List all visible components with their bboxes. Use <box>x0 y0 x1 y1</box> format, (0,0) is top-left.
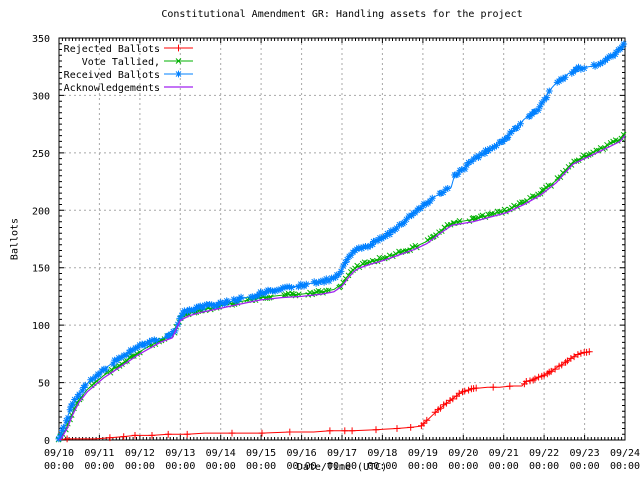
series-acknowledgements <box>58 135 626 441</box>
legend-entry-received-ballots: Received Ballots <box>64 70 193 81</box>
x-tick-time: 00:00 <box>327 461 357 472</box>
x-tick-time: 00:00 <box>448 461 478 472</box>
series-markers <box>63 348 593 443</box>
series-markers <box>55 40 628 443</box>
chart-title: Constitutional Amendment GR: Handling as… <box>161 9 523 20</box>
legend-label: Received Ballots <box>64 70 160 81</box>
x-tick-date: 09/18 <box>367 448 397 459</box>
series-rejected-ballots <box>58 348 593 443</box>
x-tick-time: 00:00 <box>165 461 195 472</box>
x-tick-date: 09/14 <box>206 448 236 459</box>
x-axis-label: Date/Time (UTC) <box>296 462 388 473</box>
series-line <box>58 42 626 441</box>
x-tick-time: 00:00 <box>125 461 155 472</box>
plot-border <box>58 37 626 441</box>
x-tick-date: 09/23 <box>570 448 600 459</box>
x-tick-date: 09/19 <box>408 448 438 459</box>
x-tick-date: 09/22 <box>529 448 559 459</box>
x-tick-date: 09/13 <box>165 448 195 459</box>
x-tick-date: 09/21 <box>489 448 519 459</box>
x-tick-date: 09/15 <box>246 448 276 459</box>
x-tick-time: 00:00 <box>408 461 438 472</box>
legend-label: Acknowledgements <box>64 83 160 94</box>
y-tick-label: 50 <box>38 379 50 390</box>
x-tick-date: 09/10 <box>44 448 74 459</box>
x-tick-date: 09/12 <box>125 448 155 459</box>
y-tick-label: 100 <box>32 321 50 332</box>
series-received-ballots <box>55 40 628 443</box>
legend-sample-marker <box>175 70 182 78</box>
x-tick-time: 00:00 <box>206 461 236 472</box>
legend-entry-rejected-ballots: Rejected Ballots <box>64 44 193 55</box>
y-tick-label: 350 <box>32 34 50 45</box>
y-tick-labels: 0 50 100 150 200 250 300 350 <box>32 34 50 447</box>
x-tick-time: 00:00 <box>610 461 640 472</box>
gridlines <box>59 38 625 440</box>
legend: Rejected Ballots Vote Tallied, Received Ba… <box>64 44 193 94</box>
x-tick-time: 00:00 <box>529 461 559 472</box>
x-tick-time: 00:00 <box>367 461 397 472</box>
y-tick-label: 300 <box>32 91 50 102</box>
x-tick-date: 09/16 <box>287 448 317 459</box>
x-tick-date: 09/17 <box>327 448 357 459</box>
x-tick-date: 09/20 <box>448 448 478 459</box>
legend-label: Vote Tallied, <box>82 57 160 68</box>
x-tick-time: 00:00 <box>246 461 276 472</box>
x-tick-labels: 09/10 00:00 09/11 00:00 09/12 00:00 09/13 00:00… <box>44 448 640 472</box>
series-layer <box>55 40 628 443</box>
x-tick-time: 00:00 <box>84 461 114 472</box>
legend-sample-marker <box>175 58 182 64</box>
y-tick-label: 200 <box>32 206 50 217</box>
x-tick-time: 00:00 <box>489 461 519 472</box>
x-tick-time: 00:00 <box>570 461 600 472</box>
y-axis-label: Ballots <box>9 217 21 261</box>
legend-entry-acknowledgements: Acknowledgements <box>64 83 193 94</box>
x-tick-date: 09/11 <box>84 448 114 459</box>
x-tick-date: 09/24 <box>610 448 640 459</box>
x-tick-time: 00:00 <box>287 461 317 472</box>
series-line <box>58 351 591 441</box>
y-tick-label: 0 <box>44 436 50 447</box>
y-tick-label: 250 <box>32 149 50 160</box>
series-line <box>58 135 626 441</box>
legend-entry-vote-tallied: Vote Tallied, <box>82 57 193 68</box>
legend-label: Rejected Ballots <box>64 44 160 55</box>
y-tick-label: 150 <box>32 264 50 275</box>
legend-sample-marker <box>175 44 182 52</box>
x-tick-time: 00:00 <box>44 461 74 472</box>
